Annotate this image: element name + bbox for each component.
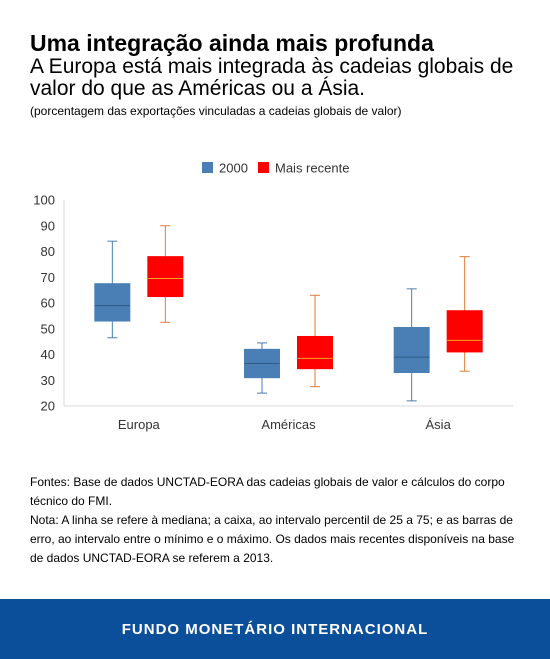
y-tick-label: 40: [41, 347, 55, 362]
footer-label: FUNDO MONETÁRIO INTERNACIONAL: [121, 620, 429, 638]
legend-swatch: [202, 162, 213, 173]
x-tick-label: Europa: [118, 417, 161, 432]
y-tick-label: 50: [41, 321, 55, 336]
iqr-box: [446, 310, 483, 353]
chart-legend: 2000 Mais recente: [202, 161, 349, 176]
chart-axes: 20 30 40 50 60 70 80 90 100 Europa Américas Ásia: [33, 193, 513, 432]
y-tick-label: 90: [41, 218, 55, 233]
legend-item-mais-recente: Mais recente: [258, 161, 349, 176]
y-tick-label: 20: [41, 399, 55, 414]
iqr-box: [393, 326, 430, 374]
y-tick-label: 70: [41, 270, 55, 285]
sources-note: Fontes: Base de dados UNCTAD-EORA das ca…: [30, 475, 505, 508]
chart-title: Uma integração ainda mais profunda: [30, 30, 434, 56]
y-tick-label: 30: [41, 373, 55, 388]
chart-footnotes: Fontes: Base de dados UNCTAD-EORA das ca…: [30, 473, 520, 568]
y-tick-label: 60: [41, 296, 55, 311]
y-tick-label: 100: [33, 193, 55, 208]
chart-units-note: (porcentagem das exportações vinculadas …: [30, 104, 402, 118]
legend-item-2000: 2000: [202, 161, 248, 176]
legend-label: Mais recente: [275, 161, 349, 176]
box-2000-2: [393, 288, 430, 402]
chart-boxes: [94, 225, 483, 402]
box-mais-recente-2: [446, 256, 483, 372]
methodology-note: Nota: A linha se refere à mediana; a cai…: [30, 513, 515, 565]
iqr-box: [297, 335, 333, 370]
legend-swatch: [258, 162, 269, 173]
chart-subtitle: A Europa está mais integrada às cadeias …: [30, 55, 514, 100]
box-mais-recente-1: [297, 294, 333, 388]
box-plot-chart: 2000 Mais recente 20 30 40 50 60 70 80 90 100 Euro…: [33, 161, 513, 432]
iqr-box: [147, 256, 184, 298]
box-2000-0: [94, 240, 131, 339]
box-mais-recente-0: [147, 225, 184, 323]
footer-banner: FUNDO MONETÁRIO INTERNACIONAL: [0, 599, 550, 659]
box-2000-1: [244, 342, 280, 394]
iqr-box: [94, 283, 131, 322]
legend-label: 2000: [219, 161, 248, 176]
x-tick-label: Ásia: [426, 417, 452, 432]
y-tick-label: 80: [41, 244, 55, 259]
x-tick-label: Américas: [261, 417, 316, 432]
